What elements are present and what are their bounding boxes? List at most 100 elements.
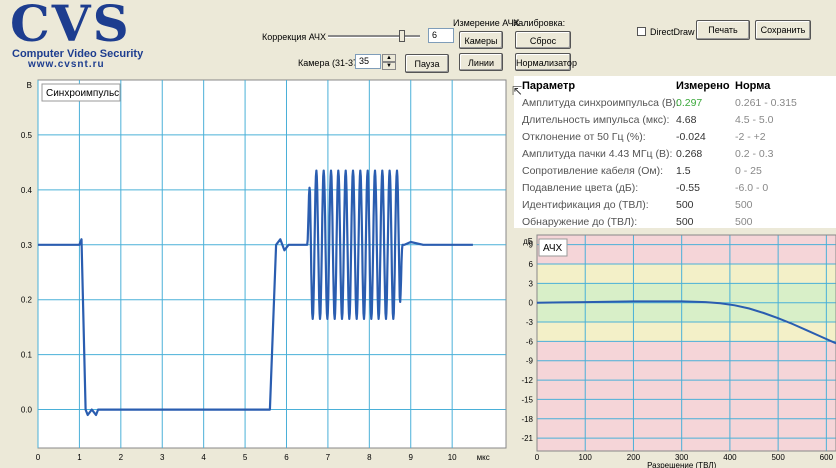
x-tick-label: 3 [160,453,165,462]
slider-track [328,35,420,38]
afc-band [537,341,836,451]
y-tick-label: -6 [526,337,534,346]
x-tick-label: 6 [284,453,289,462]
x-tick-label: 5 [243,453,248,462]
param-name: Подавление цвета (дБ): [522,182,639,194]
x-tick-label: 2 [119,453,124,462]
afc-title: АЧХ [543,243,563,254]
param-name: Амплитуда синхроимпульса (В): [522,97,679,109]
directdraw-checkbox[interactable] [637,27,646,36]
correction-value-field[interactable]: 6 [428,28,454,43]
spin-down-icon[interactable]: ▼ [382,62,396,70]
directdraw-label: DirectDraw [650,27,695,37]
y-tick-label: 9 [529,241,534,250]
y-tick-label: -15 [521,395,533,404]
afc-measure-label: Измерение АЧХ [453,18,520,28]
sync-signal-line [38,169,473,417]
y-axis-label: В [27,81,32,90]
plot-area [37,79,507,449]
camera-label: Камера (31-37) [298,58,361,68]
y-tick-label: 0.5 [21,131,33,140]
cvs-logo: CVS Computer Video Security www.cvsnt.ru [10,0,210,70]
mouse-cursor-icon: ⇱ [512,84,523,98]
logo-title: CVS [10,0,131,53]
x-tick-label: 9 [409,453,414,462]
print-button[interactable]: Печать [696,20,750,40]
x-tick-label: 300 [675,453,689,462]
param-measured: -0.55 [676,182,700,194]
x-tick-label: 0 [535,453,540,462]
chart-title: Синхроимпульс [46,88,119,99]
y-tick-label: -12 [521,376,533,385]
param-measured: 0.297 [676,97,703,109]
param-norm: 0.261 - 0.315 [735,97,797,109]
param-norm: -2 - +2 [735,131,766,143]
params-header-norm: Норма [735,80,771,92]
camera-input[interactable]: 35 [355,54,381,69]
logo-url: www.cvsnt.ru [28,59,105,70]
x-tick-label: 100 [579,453,593,462]
x-tick-label: 4 [201,453,206,462]
param-norm: 4.5 - 5.0 [735,114,774,126]
y-tick-label: 3 [529,279,534,288]
correction-label: Коррекция АЧХ [262,32,327,42]
param-name: Амплитуда пачки 4.43 МГц (В): [522,148,673,160]
param-measured: 1.5 [676,165,691,177]
y-tick-label: 0.2 [21,296,33,305]
param-measured: 4.68 [676,114,697,126]
param-name: Идентификация до (ТВЛ): [522,199,649,211]
reset-button[interactable]: Сброс [515,31,571,49]
param-norm: -6.0 - 0 [735,182,769,194]
y-tick-label: 0.0 [21,406,33,415]
y-tick-label: 0.4 [21,186,33,195]
x-axis-label: мкс [477,453,490,462]
y-tick-label: -3 [526,318,534,327]
slider-thumb[interactable] [399,30,405,42]
x-tick-label: 500 [771,453,785,462]
param-norm: 0 - 25 [735,165,762,177]
param-measured: 0.268 [676,148,703,160]
param-measured: 500 [676,199,694,211]
y-tick-label: -21 [521,434,533,443]
calibration-label: Калибровка: [513,18,566,28]
y-tick-label: 0.3 [21,241,33,250]
param-norm: 0.2 - 0.3 [735,148,774,160]
param-norm: 500 [735,199,753,211]
param-measured: -0.024 [676,131,706,143]
y-axis-label: дБ [523,237,533,246]
y-tick-label: -9 [526,357,534,366]
params-table: Параметр Измерено Норма Амплитуда синхро… [517,80,836,228]
y-tick-label: 6 [529,260,534,269]
params-header-name: Параметр [522,80,576,92]
afc-chart: 0 100 200 300 400 500 600 9 6 3 0 -3 -6 -9 -12 -15 -18 -2… [514,230,836,468]
afc-band [537,235,836,265]
param-name: Отклонение от 50 Гц (%): [522,131,646,143]
param-name: Длительность импульса (мкс): [522,114,670,126]
cameras-button[interactable]: Камеры [459,31,503,49]
afc-plot-border [536,234,836,452]
x-tick-label: 7 [326,453,331,462]
afc-band [537,322,836,342]
lines-button[interactable]: Линии [459,53,503,71]
x-axis-label: Разрешение (ТВЛ) [647,461,716,468]
x-tick-label: 600 [820,453,834,462]
logo-subtitle: Computer Video Security [12,48,144,60]
params-panel [514,76,836,228]
afc-response-line [536,300,836,345]
chart-title-box [41,83,121,102]
param-name: Обнаружение до (ТВЛ): [522,216,638,228]
x-tick-label: 10 [448,453,457,462]
correction-slider[interactable] [328,29,420,43]
spin-up-icon[interactable]: ▲ [382,54,396,62]
save-button[interactable]: Сохранить [755,20,811,40]
params-header-measured: Измерено [676,80,730,92]
normalizer-button[interactable]: Нормализатор [515,53,577,71]
param-norm: 500 [735,216,753,228]
x-tick-label: 8 [367,453,372,462]
param-name: Сопротивление кабеля (Ом): [522,165,664,177]
x-tick-label: 1 [77,453,82,462]
pause-button[interactable]: Пауза [405,54,449,73]
x-tick-label: 400 [723,453,737,462]
afc-band [537,264,836,284]
